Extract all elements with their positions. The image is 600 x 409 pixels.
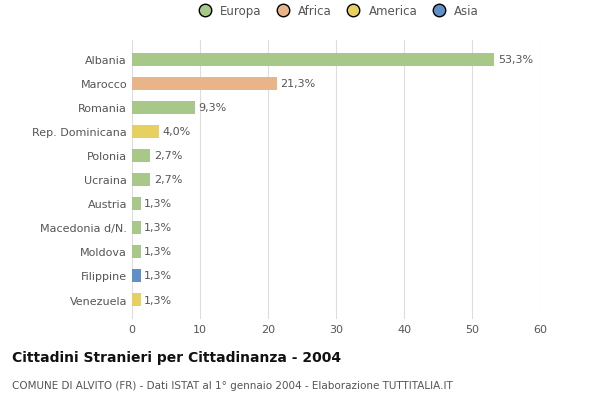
- Bar: [132, 245, 141, 258]
- Text: 1,3%: 1,3%: [144, 247, 172, 257]
- Bar: [132, 269, 141, 282]
- Text: 1,3%: 1,3%: [144, 199, 172, 209]
- Text: COMUNE DI ALVITO (FR) - Dati ISTAT al 1° gennaio 2004 - Elaborazione TUTTITALIA.: COMUNE DI ALVITO (FR) - Dati ISTAT al 1°…: [12, 380, 453, 390]
- Bar: [132, 54, 494, 67]
- Text: 21,3%: 21,3%: [280, 79, 316, 89]
- Bar: [132, 126, 159, 139]
- Text: 2,7%: 2,7%: [154, 151, 182, 161]
- Bar: [132, 293, 141, 306]
- Bar: [132, 197, 141, 211]
- Text: 1,3%: 1,3%: [144, 295, 172, 305]
- Text: 1,3%: 1,3%: [144, 223, 172, 233]
- Text: Cittadini Stranieri per Cittadinanza - 2004: Cittadini Stranieri per Cittadinanza - 2…: [12, 350, 341, 364]
- Bar: [132, 149, 151, 163]
- Bar: [132, 78, 277, 91]
- Legend: Europa, Africa, America, Asia: Europa, Africa, America, Asia: [193, 5, 479, 18]
- Bar: [132, 173, 151, 187]
- Text: 1,3%: 1,3%: [144, 271, 172, 281]
- Text: 9,3%: 9,3%: [199, 103, 227, 113]
- Bar: [132, 221, 141, 234]
- Text: 53,3%: 53,3%: [498, 55, 533, 65]
- Text: 4,0%: 4,0%: [163, 127, 191, 137]
- Bar: [132, 101, 195, 115]
- Text: 2,7%: 2,7%: [154, 175, 182, 185]
